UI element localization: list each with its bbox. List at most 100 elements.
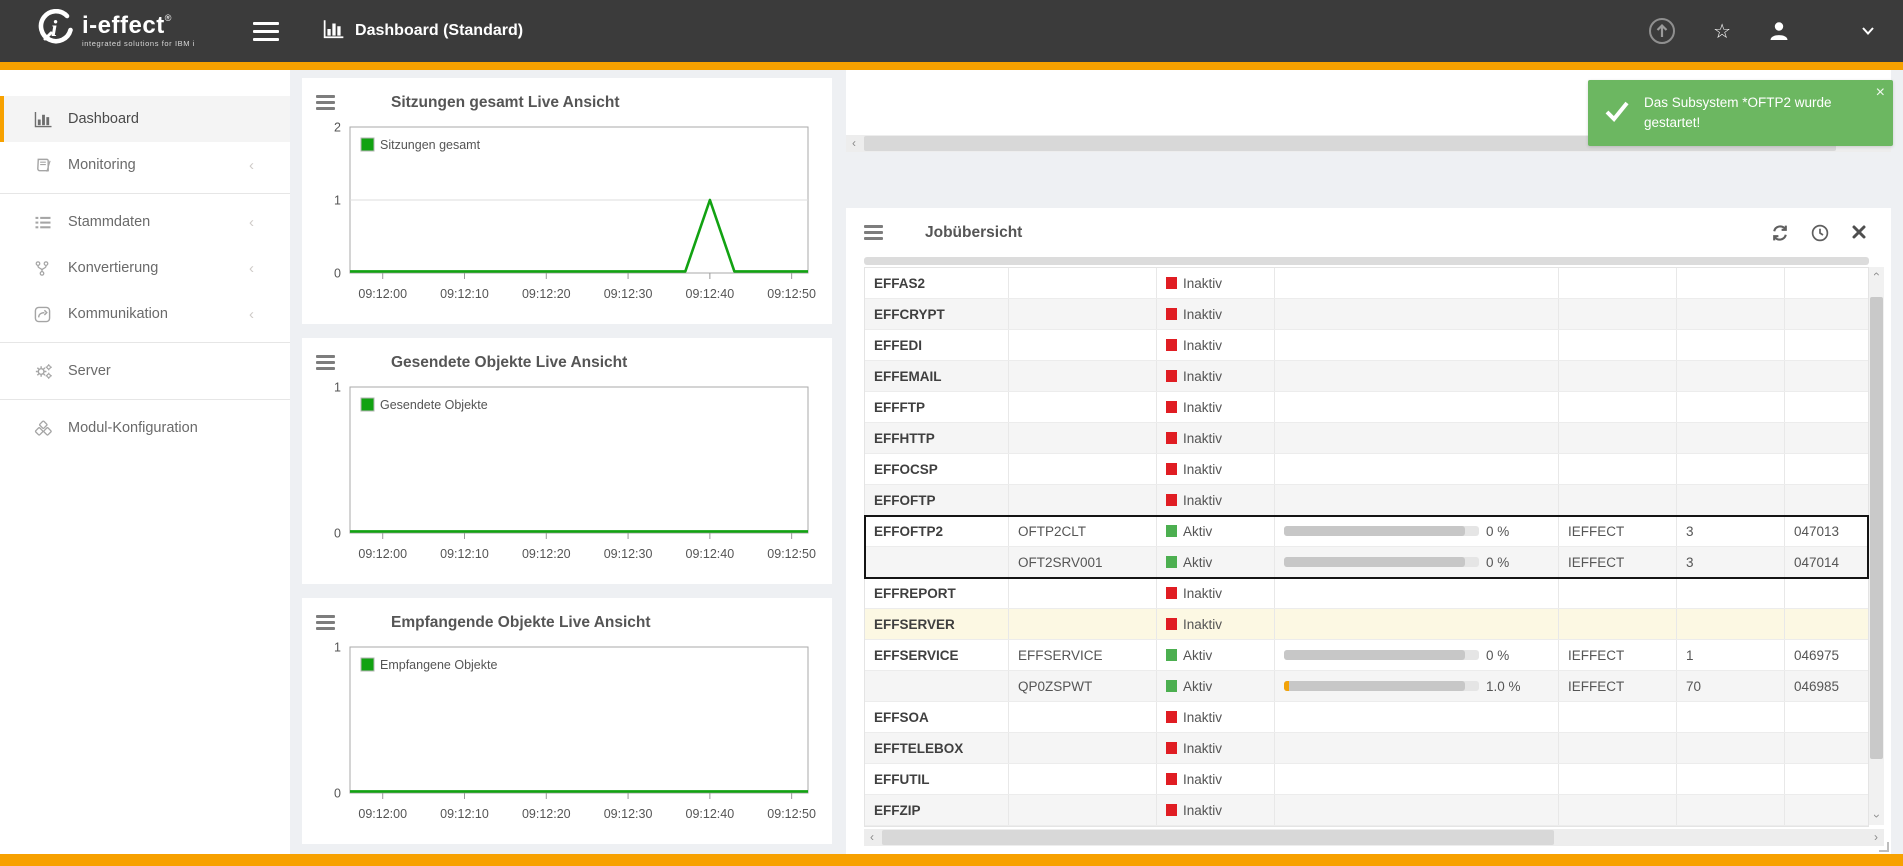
cell-subsystem: EFFSERVER: [865, 609, 1009, 639]
panel-drag-handle-icon[interactable]: [864, 222, 883, 243]
sidebar-item-label: Stammdaten: [68, 214, 150, 230]
svg-text:1: 1: [334, 381, 341, 395]
cell-progress: [1275, 702, 1559, 732]
cell-job-number: 046975: [1785, 640, 1868, 670]
sidebar-item-stammdaten[interactable]: Stammdaten‹: [0, 199, 290, 245]
table-row-effas2[interactable]: EFFAS2Inaktiv: [865, 268, 1868, 299]
toast-close-icon[interactable]: ×: [1876, 84, 1885, 102]
sidebar-item-monitoring[interactable]: Monitoring‹: [0, 142, 290, 188]
toast-notification: Das Subsystem *OFTP2 wurde gestartet! ×: [1588, 80, 1893, 146]
table-row-efftelebox[interactable]: EFFTELEBOXInaktiv: [865, 733, 1868, 764]
status-active-icon: [1166, 556, 1177, 568]
close-icon[interactable]: [1851, 224, 1867, 242]
scrollbar-thumb[interactable]: [882, 830, 1554, 845]
cell-user: [1559, 361, 1677, 391]
table-row-qp0zspwt[interactable]: QP0ZSPWTAktiv1.0 %IEFFECT70046985: [865, 671, 1868, 702]
cell-job-name: OFT2SRV001: [1009, 547, 1157, 577]
svg-text:Sitzungen gesamt: Sitzungen gesamt: [380, 138, 481, 152]
cell-job-number: [1785, 268, 1868, 298]
table-row-effsoa[interactable]: EFFSOAInaktiv: [865, 702, 1868, 733]
cell-user: [1559, 795, 1677, 825]
cell-subsystem: EFFSERVICE: [865, 640, 1009, 670]
table-row-effoftp2[interactable]: EFFOFTP2OFTP2CLTAktiv0 %IEFFECT3047013: [865, 516, 1868, 547]
table-top-scrollbar[interactable]: [864, 257, 1869, 265]
table-row-effutil[interactable]: EFFUTILInaktiv: [865, 764, 1868, 795]
progress-bar: [1284, 681, 1479, 691]
cell-progress: 0 %: [1275, 516, 1559, 546]
cell-progress: [1275, 392, 1559, 422]
gears-icon: [34, 363, 58, 380]
cell-job-name: [1009, 392, 1157, 422]
table-row-effreport[interactable]: EFFREPORTInaktiv: [865, 578, 1868, 609]
scrollbar-thumb[interactable]: [1870, 297, 1883, 759]
scroll-left-icon[interactable]: ‹: [846, 135, 862, 152]
status-label: Inaktiv: [1183, 710, 1222, 725]
upload-circle-icon[interactable]: [1647, 16, 1677, 46]
sidebar-item-modul-konfiguration[interactable]: Modul-Konfiguration: [0, 405, 290, 451]
cell-subsystem: EFFZIP: [865, 795, 1009, 825]
bar-chart-icon: [34, 111, 58, 128]
svg-text:0: 0: [334, 267, 341, 281]
table-row-effftp[interactable]: EFFFTPInaktiv: [865, 392, 1868, 423]
sidebar-item-server[interactable]: Server: [0, 348, 290, 394]
table-row-effzip[interactable]: EFFZIPInaktiv: [865, 795, 1868, 826]
panel-drag-handle-icon[interactable]: [316, 352, 335, 373]
progress-label: 1.0 %: [1486, 679, 1521, 694]
status-label: Inaktiv: [1183, 369, 1222, 384]
cell-status: Inaktiv: [1157, 609, 1275, 639]
table-horizontal-scrollbar: ‹ ›: [864, 829, 1884, 846]
progress-label: 0 %: [1486, 555, 1509, 570]
table-row-effservice[interactable]: EFFSERVICEEFFSERVICEAktiv0 %IEFFECT10469…: [865, 640, 1868, 671]
scroll-up-icon[interactable]: ‹: [1869, 267, 1884, 283]
svg-text:09:12:40: 09:12:40: [686, 287, 735, 301]
cell-subsystem: EFFUTIL: [865, 764, 1009, 794]
cell-progress: [1275, 578, 1559, 608]
sidebar-item-konvertierung[interactable]: Konvertierung‹: [0, 245, 290, 291]
cell-user: [1559, 764, 1677, 794]
status-label: Inaktiv: [1183, 431, 1222, 446]
status-label: Inaktiv: [1183, 307, 1222, 322]
cell-progress: [1275, 361, 1559, 391]
refresh-icon[interactable]: [1771, 224, 1789, 242]
scroll-down-icon[interactable]: ›: [1869, 809, 1884, 825]
star-icon[interactable]: ☆: [1713, 19, 1731, 43]
table-row-effedi[interactable]: EFFEDIInaktiv: [865, 330, 1868, 361]
panel-drag-handle-icon[interactable]: [316, 92, 335, 113]
app-root: i i-effect® integrated solutions for IBM…: [0, 0, 1903, 866]
table-row-effserver[interactable]: EFFSERVER Inaktiv: [865, 609, 1868, 640]
cell-progress: [1275, 454, 1559, 484]
table-row-effoftp[interactable]: EFFOFTPInaktiv: [865, 485, 1868, 516]
progress-bar: [1284, 526, 1479, 536]
table-row-oft2srv001[interactable]: OFT2SRV001Aktiv0 %IEFFECT3047014: [865, 547, 1868, 578]
table-row-effcrypt[interactable]: EFFCRYPTInaktiv: [865, 299, 1868, 330]
cell-job-number: [1785, 733, 1868, 763]
cell-job-name: [1009, 764, 1157, 794]
svg-text:i: i: [51, 16, 58, 41]
cell-job-number: [1785, 578, 1868, 608]
sidebar-item-label: Server: [68, 363, 111, 379]
line-chart: 0109:12:0009:12:1009:12:2009:12:3009:12:…: [316, 639, 816, 837]
sidebar-toggle-button[interactable]: [253, 17, 279, 46]
cell-progress: [1275, 733, 1559, 763]
table-row-effemail[interactable]: EFFEMAILInaktiv: [865, 361, 1868, 392]
cell-threads: [1677, 702, 1785, 732]
sidebar-item-kommunikation[interactable]: Kommunikation‹: [0, 291, 290, 337]
panel-resize-handle[interactable]: [1879, 842, 1889, 852]
cell-user: [1559, 609, 1677, 639]
history-clock-icon[interactable]: [1811, 224, 1829, 242]
svg-text:09:12:10: 09:12:10: [440, 807, 489, 821]
panel-drag-handle-icon[interactable]: [316, 612, 335, 633]
cell-job-name: [1009, 578, 1157, 608]
accent-bar-bottom: [0, 854, 1903, 866]
scroll-left-icon[interactable]: ‹: [864, 829, 880, 846]
panel-title: Jobübersicht: [925, 224, 1022, 242]
chevron-collapsed-icon: ‹: [249, 157, 254, 174]
table-row-effhttp[interactable]: EFFHTTPInaktiv: [865, 423, 1868, 454]
cell-subsystem: EFFOFTP2: [865, 516, 1009, 546]
job-overview-panel: Jobübersicht: [846, 208, 1891, 854]
table-row-effocsp[interactable]: EFFOCSPInaktiv: [865, 454, 1868, 485]
brand-name: i-effect: [82, 12, 165, 39]
user-icon[interactable]: [1767, 19, 1791, 43]
chevron-down-icon[interactable]: [1861, 26, 1875, 36]
sidebar-item-dashboard[interactable]: Dashboard: [0, 96, 290, 142]
